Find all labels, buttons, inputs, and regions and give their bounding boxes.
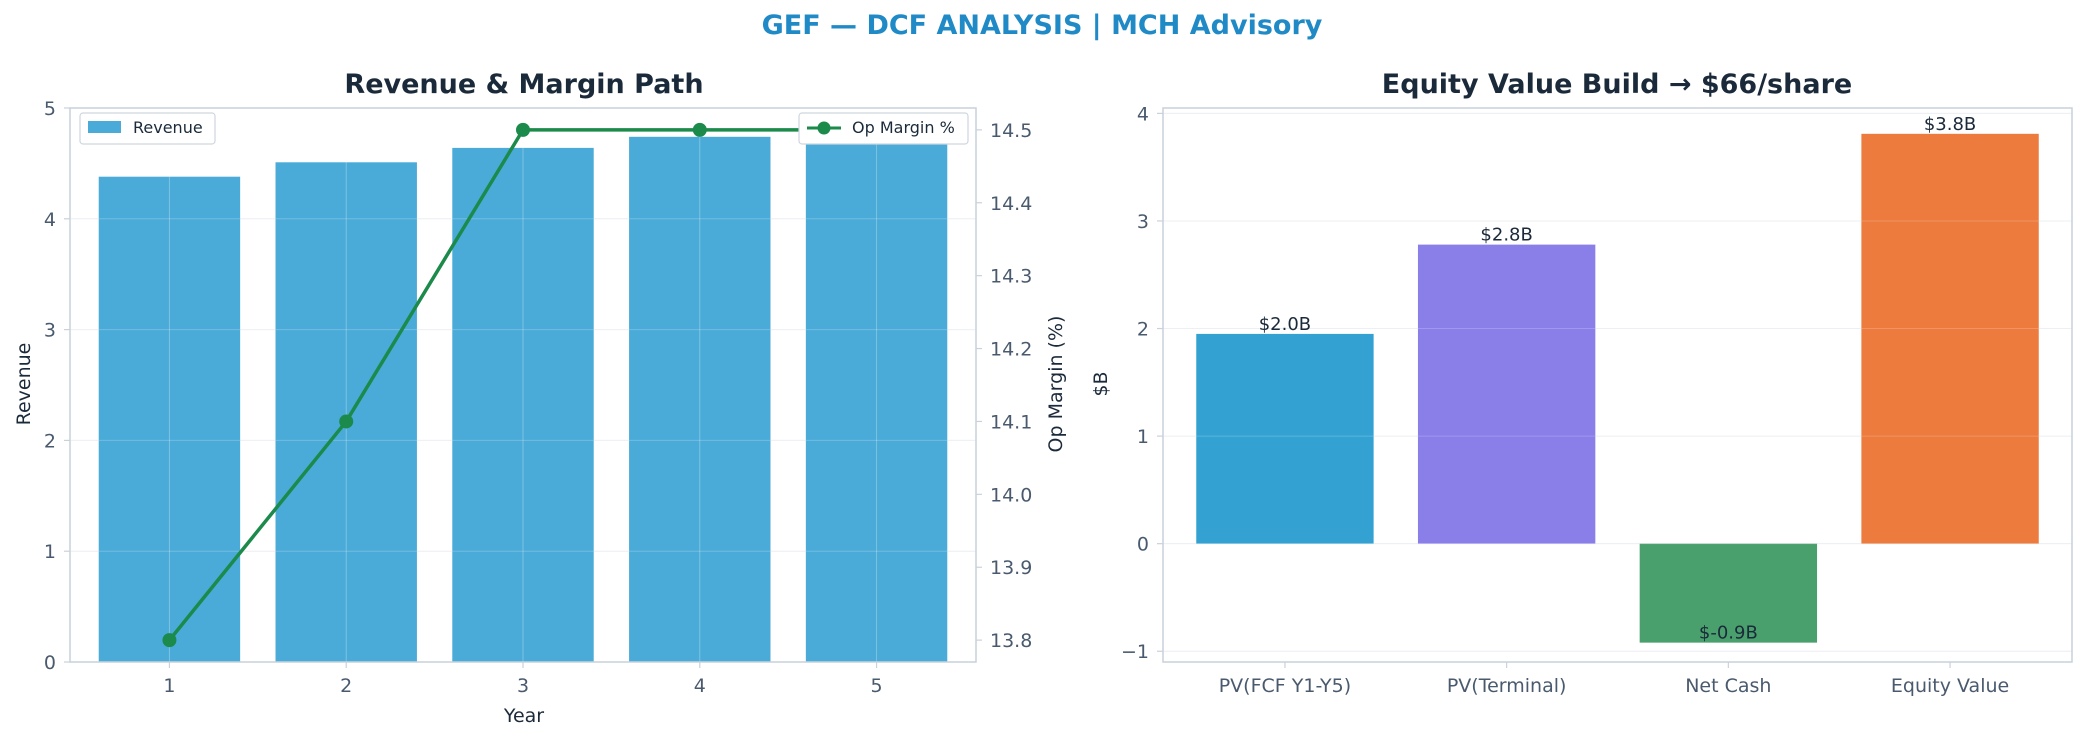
x-tick-label: 1 (163, 675, 175, 697)
y2-tick-label: 14.3 (990, 266, 1032, 288)
y-tick-label: 1 (1137, 426, 1149, 448)
y2-tick-label: 14.2 (990, 339, 1032, 361)
bar-data-label: $2.8B (1480, 225, 1532, 246)
equity-bar (1639, 543, 1818, 643)
legend-op-margin-box (798, 112, 969, 145)
y2-tick-labels: 13.8 13.9 14.0 14.1 14.2 14.3 14.4 14.5 (976, 120, 1032, 652)
op-margin-point (339, 414, 354, 429)
op-margin-point (692, 122, 707, 137)
x-axis-label: Year (503, 705, 544, 727)
figure-title: GEF — DCF ANALYSIS | MCH Advisory (762, 10, 1323, 41)
legend-revenue-label: Revenue (133, 118, 203, 137)
y2-tick-label: 13.9 (990, 557, 1032, 579)
y2-axis-label: Op Margin (%) (1045, 316, 1067, 453)
revenue-bar (629, 136, 771, 663)
revenue-bar (452, 147, 594, 662)
y-tick-label: 2 (1137, 319, 1149, 341)
legend-op-margin-swatch-marker (817, 121, 831, 135)
x-tick-label: 5 (871, 675, 883, 697)
legend-revenue-swatch (88, 121, 121, 133)
x-tick-label: Equity Value (1891, 675, 2009, 697)
plot-frame (1162, 107, 2073, 663)
chart-title-revenue-margin: Revenue & Margin Path (344, 69, 703, 100)
y-tick-label: 5 (44, 98, 56, 120)
y-tick-labels: 0 1 2 3 4 5 (44, 98, 70, 674)
revenue-bars (70, 107, 976, 663)
axes-frame (1162, 107, 2073, 663)
y-tick-label: −1 (1121, 641, 1149, 663)
revenue-bar (275, 162, 417, 663)
x-tick-label: PV(FCF Y1-Y5) (1219, 675, 1351, 697)
legend-op-margin-label: Op Margin % (852, 118, 955, 137)
bar-data-labels: $2.0B $2.8B $-0.9B $3.8B (1259, 114, 1977, 644)
bar-data-label: $2.0B (1259, 314, 1311, 335)
y-axis-label: $B (1090, 371, 1112, 396)
y-tick-label: 0 (44, 652, 56, 674)
x-tick-labels: PV(FCF Y1-Y5) PV(Terminal) Net Cash Equity … (1219, 662, 2009, 697)
y-tick-label: 3 (44, 320, 56, 342)
bar-data-label: $3.8B (1924, 114, 1976, 135)
revenue-bar (805, 124, 948, 663)
op-margin-point (162, 633, 177, 648)
y2-tick-label: 14.0 (990, 484, 1032, 506)
x-tick-label: PV(Terminal) (1447, 675, 1567, 697)
y-axis-label: Revenue (13, 343, 35, 426)
x-tick-labels: 1 2 3 4 5 (163, 662, 883, 697)
y-tick-label: 0 (1137, 534, 1149, 556)
x-tick-label: 3 (517, 675, 529, 697)
y2-tick-label: 14.4 (990, 193, 1032, 215)
equity-bar (1861, 133, 2039, 544)
y2-tick-label: 13.8 (990, 630, 1032, 652)
equity-bars (1163, 112, 2072, 652)
y-tick-label: 4 (44, 209, 56, 231)
x-tick-label: 2 (340, 675, 352, 697)
y2-tick-label: 14.5 (990, 120, 1032, 142)
legend-op-margin: Op Margin % (798, 112, 969, 145)
legend-revenue: Revenue (79, 112, 216, 145)
equity-bar (1417, 244, 1596, 544)
y-tick-labels: −1 0 1 2 3 4 (1121, 103, 1163, 663)
legend-revenue-box (79, 112, 216, 145)
x-tick-label: Net Cash (1685, 675, 1771, 697)
y2-tick-label: 14.1 (990, 411, 1032, 433)
y-tick-label: 4 (1137, 103, 1149, 125)
y-tick-label: 1 (44, 541, 56, 563)
y-tick-label: 3 (1137, 211, 1149, 233)
equity-value-build-chart: Equity Value Build → $66/share $2.0B $2.8… (1090, 69, 2073, 697)
bar-data-label: $-0.9B (1699, 623, 1758, 644)
chart-title-equity-value-build: Equity Value Build → $66/share (1382, 69, 1852, 100)
y-tick-label: 2 (44, 430, 56, 452)
op-margin-point (516, 122, 530, 137)
x-tick-label: 4 (694, 675, 706, 697)
equity-bar (1196, 333, 1374, 544)
